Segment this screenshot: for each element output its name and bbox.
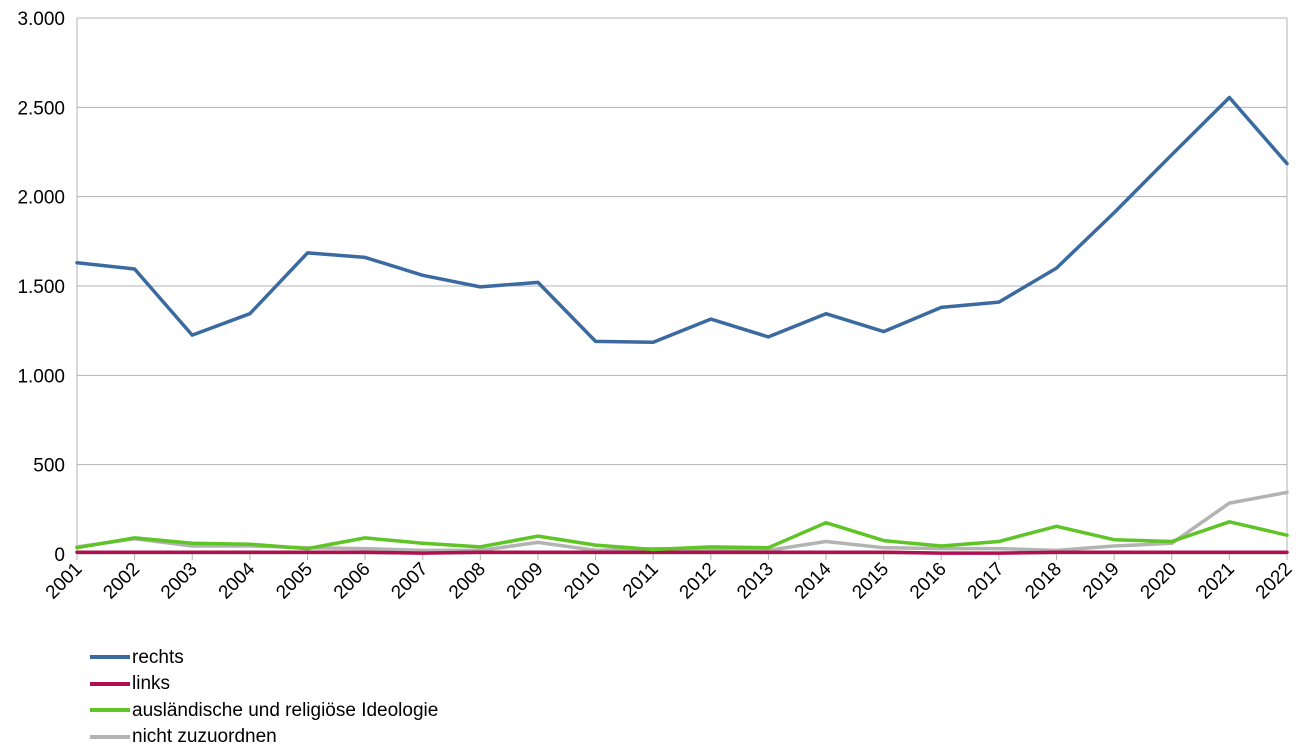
x-tick-label: 2016 bbox=[906, 559, 951, 604]
legend-item-auslaendische-ideologie: ausländische und religiöse Ideologie bbox=[90, 697, 438, 724]
x-tick-label: 2020 bbox=[1137, 559, 1182, 604]
x-tick-label: 2017 bbox=[964, 559, 1009, 604]
legend-label: ausländische und religiöse Ideologie bbox=[132, 701, 438, 720]
x-tick-label: 2014 bbox=[791, 558, 836, 603]
x-tick-label: 2010 bbox=[560, 559, 605, 604]
legend-item-nicht-zuzuordnen: nicht zuzuordnen bbox=[90, 724, 438, 750]
y-tick-label: 3.000 bbox=[17, 9, 65, 30]
x-tick-label: 2009 bbox=[503, 559, 548, 604]
x-tick-label: 2003 bbox=[157, 559, 202, 604]
legend: rechts links ausländische und religiöse … bbox=[90, 644, 438, 750]
x-tick-label: 2007 bbox=[388, 559, 433, 604]
legend-label: nicht zuzuordnen bbox=[132, 727, 277, 746]
y-tick-label: 2.500 bbox=[17, 98, 65, 119]
x-tick-label: 2018 bbox=[1021, 559, 1066, 604]
y-tick-label: 2.000 bbox=[17, 188, 65, 209]
x-tick-label: 2019 bbox=[1079, 559, 1124, 604]
series-lines bbox=[77, 98, 1287, 554]
series-line-3 bbox=[77, 492, 1287, 550]
series-line-1 bbox=[77, 552, 1287, 553]
legend-label: links bbox=[132, 674, 170, 693]
x-tick-label: 2001 bbox=[42, 559, 87, 604]
x-tick-label: 2008 bbox=[445, 559, 490, 604]
x-tick-label: 2021 bbox=[1194, 559, 1239, 604]
y-tick-label: 1.500 bbox=[17, 277, 65, 298]
legend-item-rechts: rechts bbox=[90, 644, 438, 671]
x-tick-label: 2012 bbox=[676, 559, 721, 604]
legend-swatch bbox=[90, 708, 130, 712]
grid bbox=[77, 18, 1287, 560]
x-tick-label: 2006 bbox=[330, 559, 375, 604]
legend-swatch bbox=[90, 655, 130, 659]
legend-item-links: links bbox=[90, 671, 438, 698]
x-tick-label: 2022 bbox=[1252, 559, 1297, 604]
legend-swatch bbox=[90, 682, 130, 686]
y-axis-labels: 0 500 1.000 1.500 2.000 2.500 3.000 bbox=[17, 9, 65, 566]
legend-label: rechts bbox=[132, 648, 184, 667]
x-tick-label: 2013 bbox=[733, 559, 778, 604]
y-tick-label: 0 bbox=[54, 545, 65, 566]
series-line-0 bbox=[77, 98, 1287, 343]
y-tick-label: 500 bbox=[33, 456, 65, 477]
x-tick-label: 2002 bbox=[99, 559, 144, 604]
x-axis-labels: 2001 2002 2003 2004 2005 2006 2007 2008 2009 2010… bbox=[42, 558, 1297, 603]
x-tick-label: 2004 bbox=[215, 558, 260, 603]
y-tick-label: 1.000 bbox=[17, 366, 65, 387]
x-tick-label: 2011 bbox=[619, 559, 663, 603]
x-tick-label: 2015 bbox=[848, 559, 893, 604]
legend-swatch bbox=[90, 735, 130, 739]
x-tick-label: 2005 bbox=[272, 559, 317, 604]
